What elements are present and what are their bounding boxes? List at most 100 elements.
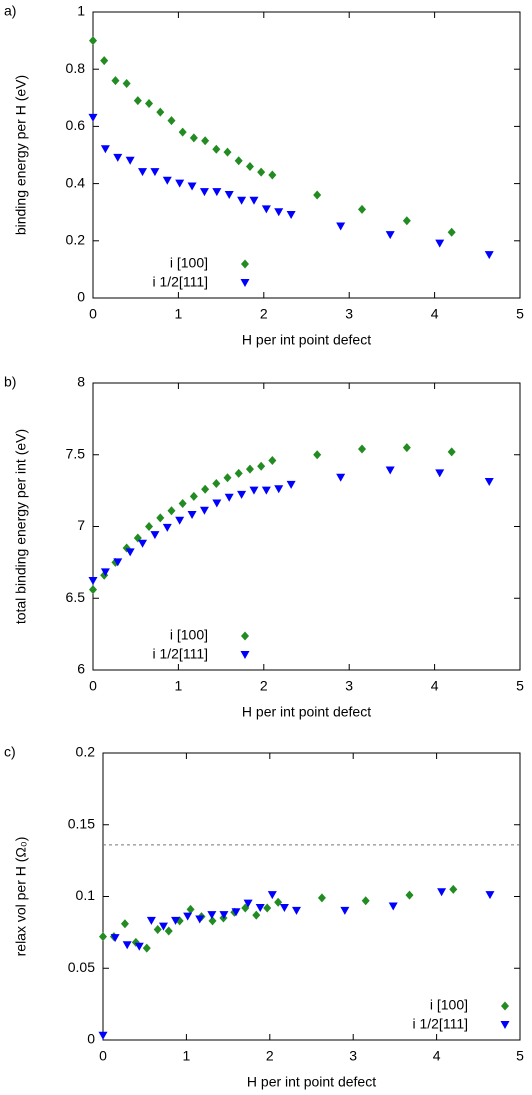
data-point [388,902,398,911]
data-point [111,76,120,86]
x-axis-label: H per int point defect [247,1074,376,1090]
x-tick-label: 2 [266,1048,274,1064]
data-point [274,485,284,494]
x-tick-label: 5 [516,678,524,694]
y-tick-label: 0.2 [76,744,96,760]
data-point [199,188,209,197]
y-tick-label: 1 [77,3,85,19]
data-point [100,56,109,66]
data-point [208,916,217,926]
data-point [113,153,123,162]
x-tick-label: 3 [345,678,353,694]
x-tick-label: 5 [516,1048,524,1064]
data-point [252,910,261,920]
data-point [336,222,346,231]
data-point [122,941,132,950]
data-point [245,161,254,171]
data-point [201,136,210,146]
data-point [162,523,172,532]
data-point [224,493,234,502]
data-point [291,906,301,915]
legend-label: i [100] [430,997,468,1013]
data-point [286,211,296,220]
data-point [187,511,197,520]
legend-marker [241,631,249,641]
data-point [171,916,181,925]
data-point [133,96,142,106]
data-point [145,522,154,531]
data-point [484,251,494,260]
data-point [274,897,283,907]
y-tick-label: 0.6 [66,117,86,133]
data-point [145,99,154,109]
x-tick-label: 5 [516,306,524,322]
data-point [223,473,232,483]
data-point [88,113,98,122]
data-point [279,903,289,912]
x-tick-label: 1 [175,306,183,322]
data-point [447,447,456,457]
data-point [187,182,197,191]
panel: a) 0 0.2 0.4 0.6 0.8 1 0 1 2 3 4 5 H per int point de… [4,3,524,348]
data-point [358,444,367,454]
data-point [212,478,221,488]
data-point [385,466,395,475]
legend-marker [241,259,249,269]
data-point [234,468,243,478]
y-tick-label: 6 [77,661,85,677]
data-point [219,911,229,920]
data-point [150,531,160,540]
data-point [189,491,198,501]
data-point [156,513,165,523]
data-point [212,499,222,508]
data-point [385,231,395,240]
data-point [150,168,160,177]
data-point [340,906,350,915]
data-point [405,890,414,900]
data-point [268,455,277,465]
data-point [449,884,458,894]
x-tick-label: 1 [175,678,183,694]
y-tick-label: 0.1 [76,887,96,903]
data-point [178,127,187,137]
data-point [164,926,173,936]
data-point [88,577,98,586]
data-point [125,548,135,557]
data-point [175,516,185,525]
data-point [435,239,445,248]
y-tick-label: 7 [77,517,85,533]
y-axis-label: relax vol per H (Ω₀) [13,837,29,957]
y-tick-label: 0.15 [68,815,95,831]
data-point [435,469,445,478]
data-point [195,915,205,924]
data-point [153,925,162,935]
data-point [361,896,370,906]
legend-label: i [100] [170,627,208,643]
data-point [201,484,210,494]
data-point [138,539,148,548]
data-point [89,585,97,595]
y-tick-label: 0 [87,1031,95,1047]
data-point [110,934,120,943]
data-point [447,227,456,237]
data-point [237,490,247,499]
x-axis-label: H per int point defect [242,704,371,720]
legend-marker [240,279,250,287]
data-point [223,147,232,157]
panel: c) 0 0.05 0.1 0.15 0.2 0 1 2 3 4 5 H per int point d… [4,744,524,1090]
data-point [158,922,168,931]
data-point [178,499,187,509]
x-tick-label: 4 [433,1048,441,1064]
data-point [199,506,209,515]
y-tick-label: 0 [77,289,85,305]
x-tick-label: 2 [260,306,268,322]
data-point [99,932,107,942]
data-point [113,558,123,567]
data-point [313,450,322,460]
data-point [125,156,135,165]
x-tick-label: 3 [349,1048,357,1064]
y-tick-label: 8 [77,374,85,390]
y-axis-label: binding energy per H (eV) [13,75,29,235]
panel-label: b) [4,374,16,390]
y-tick-label: 7.5 [66,445,86,461]
